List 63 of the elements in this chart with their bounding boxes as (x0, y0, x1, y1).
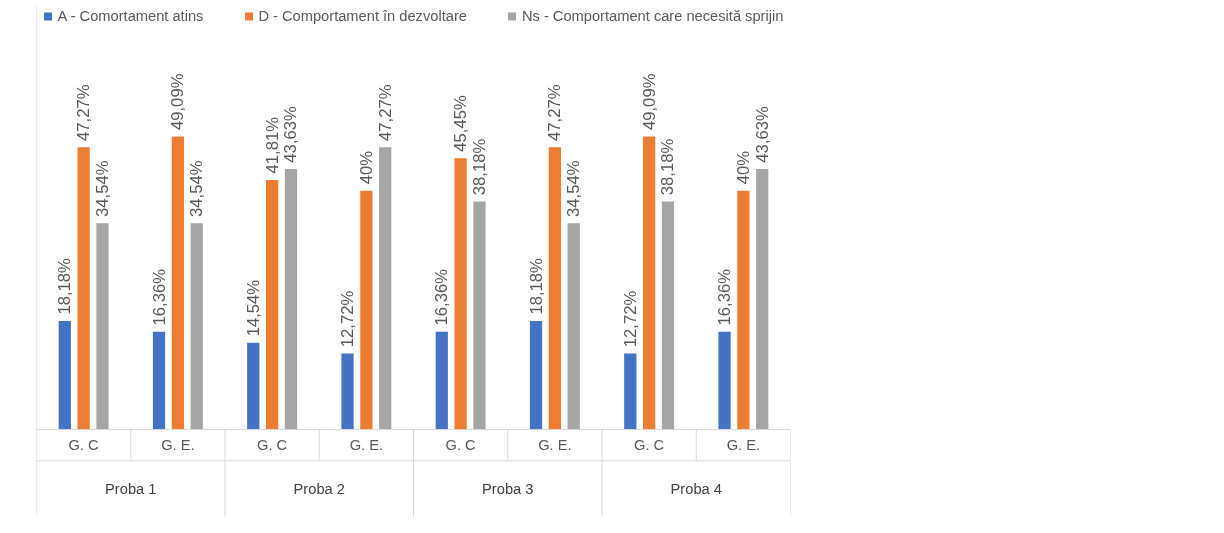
legend-label: D - Comportament în dezvoltare (258, 8, 467, 24)
x-tick-label: G. C (257, 437, 288, 454)
data-label: 18,18% (55, 257, 75, 315)
data-label: 18,18% (526, 257, 546, 315)
data-label: 47,27% (74, 84, 94, 141)
data-label: 16,36% (715, 268, 735, 326)
bar (435, 331, 448, 430)
bar (379, 147, 392, 430)
bar (341, 353, 354, 430)
data-label: 41,81% (262, 116, 282, 174)
bar (737, 190, 750, 430)
data-label: 12,72% (620, 290, 640, 348)
bar (190, 223, 203, 430)
bar (529, 320, 543, 430)
data-label: 43,63% (752, 105, 772, 163)
x-tick-label: G. C (445, 437, 477, 454)
data-label: 40% (356, 150, 376, 185)
bar (473, 201, 486, 430)
bar (454, 158, 467, 430)
legend-label: Ns - Comportament care necesită sprijin (521, 8, 784, 24)
x-tick-label: G. E. (161, 437, 195, 454)
bar (247, 342, 260, 430)
data-label: 34,54% (187, 160, 207, 217)
text: Proba 1 (105, 480, 157, 497)
data-label: 38,18% (469, 138, 489, 196)
bar (266, 179, 279, 430)
x-tick-label: G. C (68, 437, 100, 454)
x-tick-label: G. E. (726, 437, 761, 454)
bar (624, 353, 637, 430)
data-label: 14,54% (243, 279, 263, 337)
data-label: 16,36% (432, 268, 452, 326)
x-tick-label: G. C (634, 437, 665, 454)
bar (171, 136, 184, 430)
data-label: 49,09% (168, 73, 188, 131)
data-label: 34,54% (92, 160, 112, 217)
bar (661, 201, 675, 430)
data-label: 16,36% (149, 268, 169, 326)
data-label: 12,72% (338, 290, 358, 348)
text: Proba 3 (482, 480, 534, 497)
data-label: 49,09% (639, 73, 659, 131)
data-label: 45,45% (451, 95, 471, 152)
x-tick-label: G. E. (349, 437, 384, 454)
bar (718, 331, 731, 430)
bar (548, 147, 561, 430)
data-label: 40% (733, 150, 753, 185)
bar (643, 136, 656, 430)
data-label: 43,63% (281, 105, 301, 163)
x-tick-label: G. E. (538, 437, 572, 454)
bar (360, 190, 373, 430)
bar (58, 320, 71, 430)
legend-label: A - Comortament atins (57, 8, 204, 24)
bar (96, 223, 109, 430)
data-label: 47,27% (545, 84, 565, 141)
text: Proba 4 (670, 480, 722, 497)
text: Proba 2 (293, 480, 345, 497)
data-label: 34,54% (564, 160, 584, 217)
data-label: 38,18% (658, 138, 678, 196)
bar (77, 147, 90, 430)
bar (152, 331, 166, 430)
bar (756, 169, 769, 430)
bar (567, 223, 580, 430)
data-label: 47,27% (375, 84, 395, 141)
bar (284, 169, 298, 430)
